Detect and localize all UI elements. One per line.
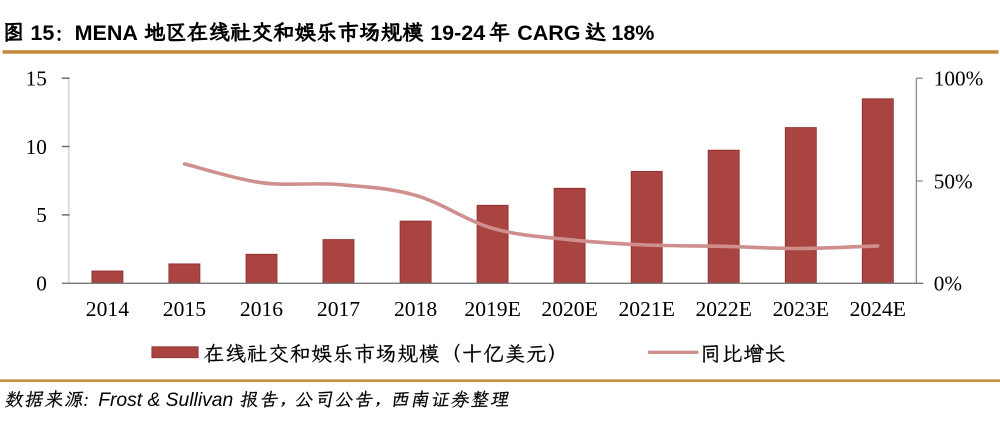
svg-text:MENA: MENA <box>75 21 138 45</box>
svg-text:5: 5 <box>36 203 47 227</box>
svg-text:Frost & Sullivan: Frost & Sullivan <box>98 390 233 411</box>
svg-text:2024E: 2024E <box>850 297 906 321</box>
svg-text:2019E: 2019E <box>464 297 520 321</box>
svg-text:2021E: 2021E <box>619 297 675 321</box>
svg-text:2022E: 2022E <box>696 297 752 321</box>
svg-text:0: 0 <box>36 272 47 296</box>
svg-text:2017: 2017 <box>317 297 360 321</box>
svg-text:2023E: 2023E <box>773 297 829 321</box>
svg-text:10: 10 <box>26 135 47 159</box>
svg-text:CARG: CARG <box>517 21 580 45</box>
svg-text:2020E: 2020E <box>541 297 597 321</box>
svg-text:18%: 18% <box>611 21 654 45</box>
svg-text:2016: 2016 <box>240 297 283 321</box>
svg-text:2018: 2018 <box>394 297 437 321</box>
svg-text:2014: 2014 <box>86 297 129 321</box>
svg-text:100%: 100% <box>934 67 983 91</box>
svg-text:50%: 50% <box>934 169 973 193</box>
svg-text:15: 15 <box>30 21 54 45</box>
svg-text:15: 15 <box>26 67 47 91</box>
svg-text:0%: 0% <box>934 272 962 296</box>
svg-text:2015: 2015 <box>163 297 206 321</box>
svg-text:19-24: 19-24 <box>430 21 485 45</box>
